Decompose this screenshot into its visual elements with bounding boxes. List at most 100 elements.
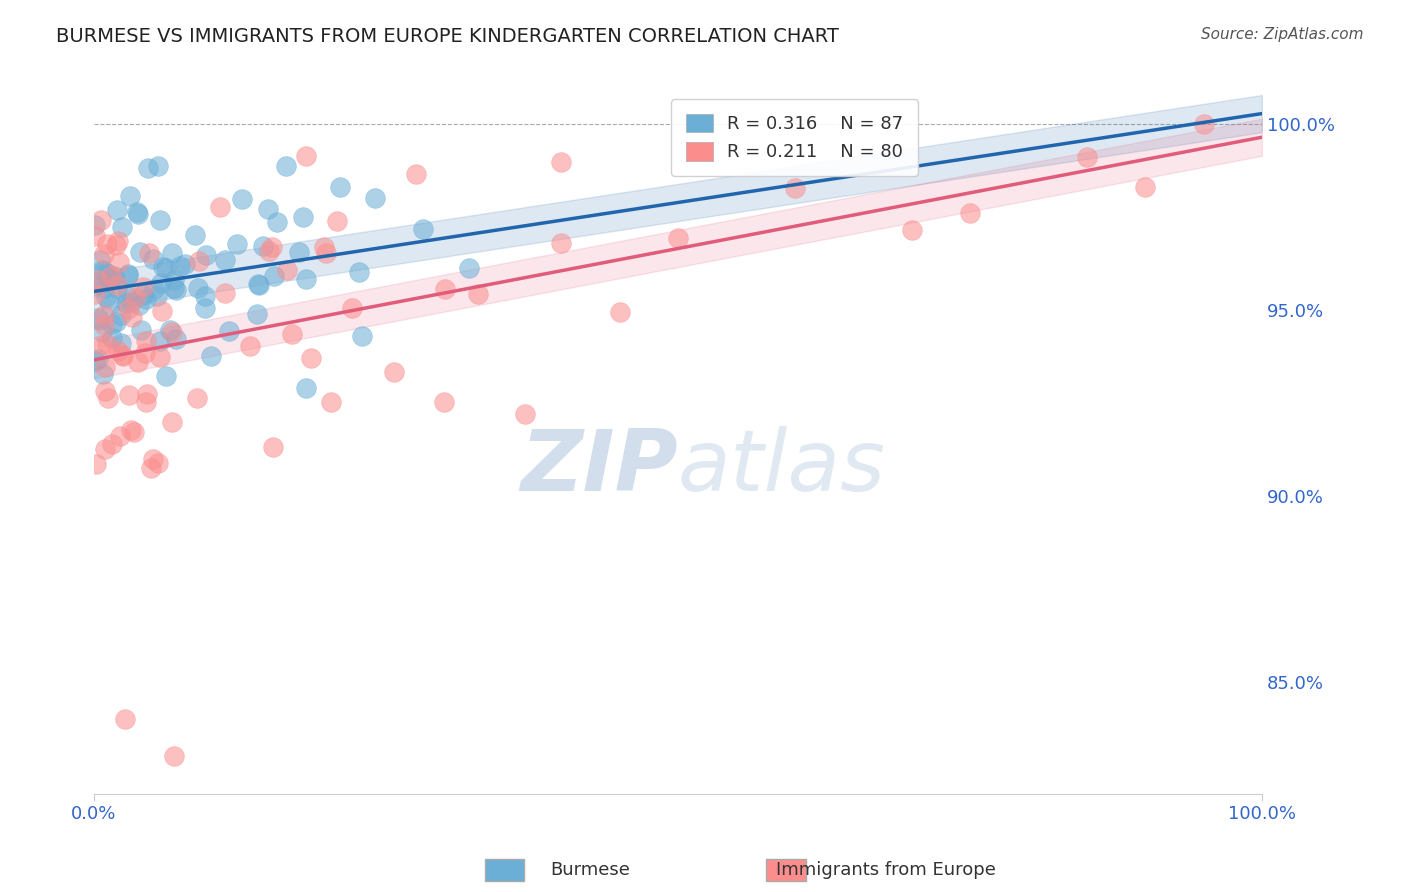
Text: BURMESE VS IMMIGRANTS FROM EUROPE KINDERGARTEN CORRELATION CHART: BURMESE VS IMMIGRANTS FROM EUROPE KINDER… — [56, 27, 839, 45]
Point — [513, 407, 536, 421]
Point — [117, 289, 139, 303]
Point — [94, 384, 117, 399]
Point — [1192, 117, 1215, 131]
Point — [107, 234, 129, 248]
Point — [91, 263, 114, 277]
Point — [900, 222, 922, 236]
Point — [135, 394, 157, 409]
Point — [127, 207, 149, 221]
Point — [187, 281, 209, 295]
Point — [135, 334, 157, 348]
Point — [149, 351, 172, 365]
Point — [132, 287, 155, 301]
Point — [457, 261, 479, 276]
Point — [783, 181, 806, 195]
Point — [226, 236, 249, 251]
Point — [100, 268, 122, 283]
Point — [135, 292, 157, 306]
Point — [160, 246, 183, 260]
Point — [98, 273, 121, 287]
Point — [120, 294, 142, 309]
Point — [90, 338, 112, 352]
Point — [84, 354, 107, 368]
Point — [200, 349, 222, 363]
Point — [281, 326, 304, 341]
Text: Source: ZipAtlas.com: Source: ZipAtlas.com — [1201, 27, 1364, 42]
Point — [93, 318, 115, 332]
Point — [105, 280, 128, 294]
Point — [120, 188, 142, 202]
Point — [124, 291, 146, 305]
Legend: R = 0.316    N = 87, R = 0.211    N = 80: R = 0.316 N = 87, R = 0.211 N = 80 — [672, 99, 918, 176]
Point — [312, 240, 335, 254]
Point — [149, 277, 172, 291]
Point — [148, 160, 170, 174]
Point — [86, 457, 108, 471]
Text: ZIP: ZIP — [520, 425, 678, 508]
Point — [288, 245, 311, 260]
Point — [294, 149, 316, 163]
Point — [609, 305, 631, 319]
Point — [101, 317, 124, 331]
Point — [160, 325, 183, 339]
Point — [134, 346, 156, 360]
Point — [125, 204, 148, 219]
Point — [257, 202, 280, 216]
Point — [94, 442, 117, 456]
Point — [129, 244, 152, 259]
Point — [90, 326, 112, 340]
Point — [276, 263, 298, 277]
Point — [187, 254, 209, 268]
Point — [329, 180, 352, 194]
Point — [231, 192, 253, 206]
Point — [111, 349, 134, 363]
Point — [104, 238, 127, 252]
Point — [295, 381, 318, 395]
Point — [118, 388, 141, 402]
Point — [110, 336, 132, 351]
Point — [163, 273, 186, 287]
Point — [136, 161, 159, 175]
Point — [94, 290, 117, 304]
Point — [114, 712, 136, 726]
Point — [262, 440, 284, 454]
Point — [1133, 179, 1156, 194]
Point — [434, 282, 457, 296]
Point — [163, 749, 186, 764]
Point — [315, 245, 337, 260]
Point — [84, 287, 107, 301]
Point — [111, 220, 134, 235]
Point — [263, 269, 285, 284]
Point — [252, 239, 274, 253]
Point — [127, 355, 149, 369]
Point — [105, 278, 128, 293]
Point — [84, 218, 107, 232]
Point — [107, 343, 129, 358]
Point — [121, 310, 143, 325]
Point — [120, 423, 142, 437]
Point — [209, 201, 232, 215]
Point — [142, 452, 165, 467]
Text: atlas: atlas — [678, 425, 886, 508]
Point — [115, 295, 138, 310]
Point — [111, 348, 134, 362]
Point — [131, 280, 153, 294]
Point — [100, 437, 122, 451]
Point — [194, 288, 217, 302]
Point — [122, 425, 145, 439]
Point — [319, 394, 342, 409]
Point — [247, 278, 270, 293]
Point — [433, 395, 456, 409]
Point — [467, 287, 489, 301]
Point — [136, 387, 159, 401]
Point — [84, 279, 107, 293]
Text: Burmese: Burmese — [551, 861, 630, 879]
Point — [291, 210, 314, 224]
Point — [246, 307, 269, 321]
Point — [108, 429, 131, 443]
Point — [260, 240, 283, 254]
Point — [90, 213, 112, 227]
Point — [141, 252, 163, 267]
Point — [110, 308, 132, 322]
Point — [101, 331, 124, 345]
